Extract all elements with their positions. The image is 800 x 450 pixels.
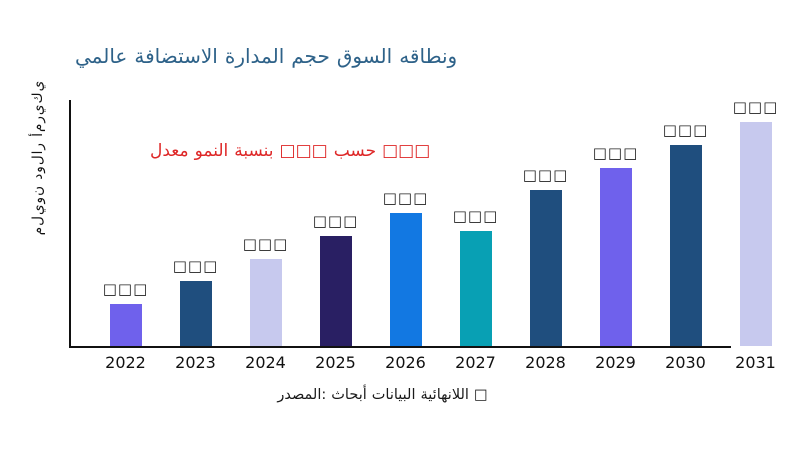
text-word: ونطاقه [399, 44, 458, 68]
text-word: حسب [333, 141, 377, 161]
axis-label-char: ر [30, 143, 46, 150]
text-word: السوق [336, 44, 393, 68]
bar-2028 [529, 190, 562, 346]
axis-label-char: ر [30, 116, 46, 123]
x-tick-label: 2023 [175, 353, 216, 372]
bar-2031 [739, 122, 772, 346]
axis-label-char: ي [30, 204, 46, 216]
x-tick-label: 2030 [665, 353, 706, 372]
x-tick-label: 2031 [735, 353, 776, 372]
bar-value-label: □□□ [102, 280, 149, 298]
text-word: الاستضافة [134, 44, 218, 68]
text-word: □ [473, 387, 488, 403]
bar-2023 [179, 281, 212, 346]
axis-label-char: د [30, 173, 46, 180]
text-word: معدل [150, 141, 189, 161]
growth-rate-annotation: معدل النمو بنسبة □□□ حسب □□□ [150, 141, 430, 161]
bar-value-label: □□□ [452, 207, 499, 225]
x-tick-label: 2026 [385, 353, 426, 372]
bar-value-label: □□□ [172, 257, 219, 275]
text-word: البيانات [371, 387, 416, 403]
x-axis-line [69, 346, 731, 348]
source-note: المصدر: أبحاث البيانات اللانهائية □ [0, 387, 765, 403]
axis-label-char: ا [30, 150, 46, 155]
bar-value-label: □□□ [732, 98, 779, 116]
bar-2024 [249, 259, 282, 346]
axis-label-char: و [30, 196, 46, 204]
bar-2030 [669, 145, 702, 346]
bar-2025 [319, 236, 352, 346]
bar-2022 [109, 304, 142, 346]
x-tick-label: 2028 [525, 353, 566, 372]
x-tick-label: 2022 [105, 353, 146, 372]
text-word: □□□ [382, 141, 431, 161]
bar-value-label: □□□ [242, 235, 289, 253]
axis-label-char: أ [30, 132, 46, 137]
axis-label-char: و [30, 166, 46, 173]
text-word: المصدر: [277, 387, 327, 403]
text-word: بنسبة [234, 141, 274, 161]
text-word: النمو [194, 141, 229, 161]
axis-label-char: ي [30, 104, 46, 116]
axis-label-char: ل [30, 216, 46, 226]
axis-label-char [30, 181, 46, 185]
axis-label-char: ي [30, 80, 46, 92]
axis-label-char: م [30, 226, 46, 236]
text-word: حجم [291, 44, 330, 68]
axis-label-char [30, 138, 46, 142]
axis-label-char: ل [30, 155, 46, 166]
x-tick-label: 2029 [595, 353, 636, 372]
x-tick-label: 2027 [455, 353, 496, 372]
bar-2027 [459, 231, 492, 346]
bar-value-label: □□□ [312, 212, 359, 230]
bar-2029 [599, 168, 632, 346]
bar-value-label: □□□ [592, 144, 639, 162]
text-word: أبحاث [331, 387, 367, 403]
bar-value-label: □□□ [662, 121, 709, 139]
x-tick-label: 2025 [315, 353, 356, 372]
axis-label-char: ك [30, 92, 46, 104]
axis-label-char: م [30, 123, 46, 132]
x-tick-label: 2024 [245, 353, 286, 372]
y-axis-line [69, 100, 71, 348]
text-word: □□□ [279, 141, 328, 161]
text-word: المدارة [224, 44, 285, 68]
axis-label-char: ن [30, 186, 46, 196]
text-word: اللانهائية [420, 387, 469, 403]
bar-value-label: □□□ [382, 189, 429, 207]
chart-title: عالمي الاستضافة المدارة حجم السوق ونطاقه [75, 44, 457, 68]
bar-value-label: □□□ [522, 166, 569, 184]
text-word: عالمي [75, 44, 128, 68]
bar-2026 [389, 213, 422, 346]
